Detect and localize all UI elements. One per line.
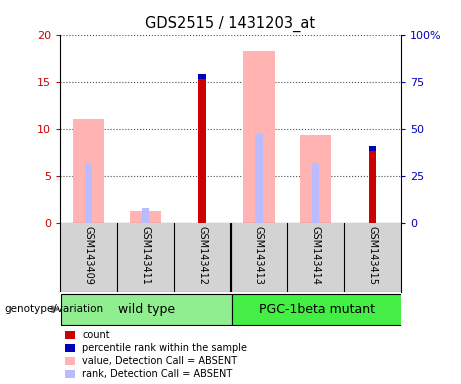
- Text: GSM143413: GSM143413: [254, 226, 264, 285]
- Bar: [300, 135, 331, 223]
- Bar: [130, 212, 161, 223]
- Bar: [142, 208, 149, 223]
- Bar: [312, 164, 319, 223]
- Bar: [369, 147, 376, 223]
- Text: GSM143414: GSM143414: [311, 226, 321, 285]
- Bar: [255, 133, 263, 223]
- Text: GSM143415: GSM143415: [367, 226, 378, 285]
- Text: genotype/variation: genotype/variation: [5, 304, 104, 314]
- Bar: [369, 167, 376, 223]
- Bar: [231, 293, 402, 325]
- Title: GDS2515 / 1431203_at: GDS2515 / 1431203_at: [145, 16, 316, 32]
- Legend: count, percentile rank within the sample, value, Detection Call = ABSENT, rank, : count, percentile rank within the sample…: [65, 330, 247, 379]
- Text: GSM143411: GSM143411: [140, 226, 150, 285]
- Bar: [198, 74, 206, 79]
- Text: GSM143409: GSM143409: [83, 226, 94, 285]
- Bar: [61, 293, 231, 325]
- Text: PGC-1beta mutant: PGC-1beta mutant: [259, 303, 375, 316]
- Bar: [243, 51, 275, 223]
- Bar: [369, 146, 376, 151]
- Text: GSM143412: GSM143412: [197, 226, 207, 285]
- Bar: [73, 119, 104, 223]
- Text: wild type: wild type: [118, 303, 175, 316]
- Bar: [198, 74, 206, 223]
- Bar: [85, 164, 92, 223]
